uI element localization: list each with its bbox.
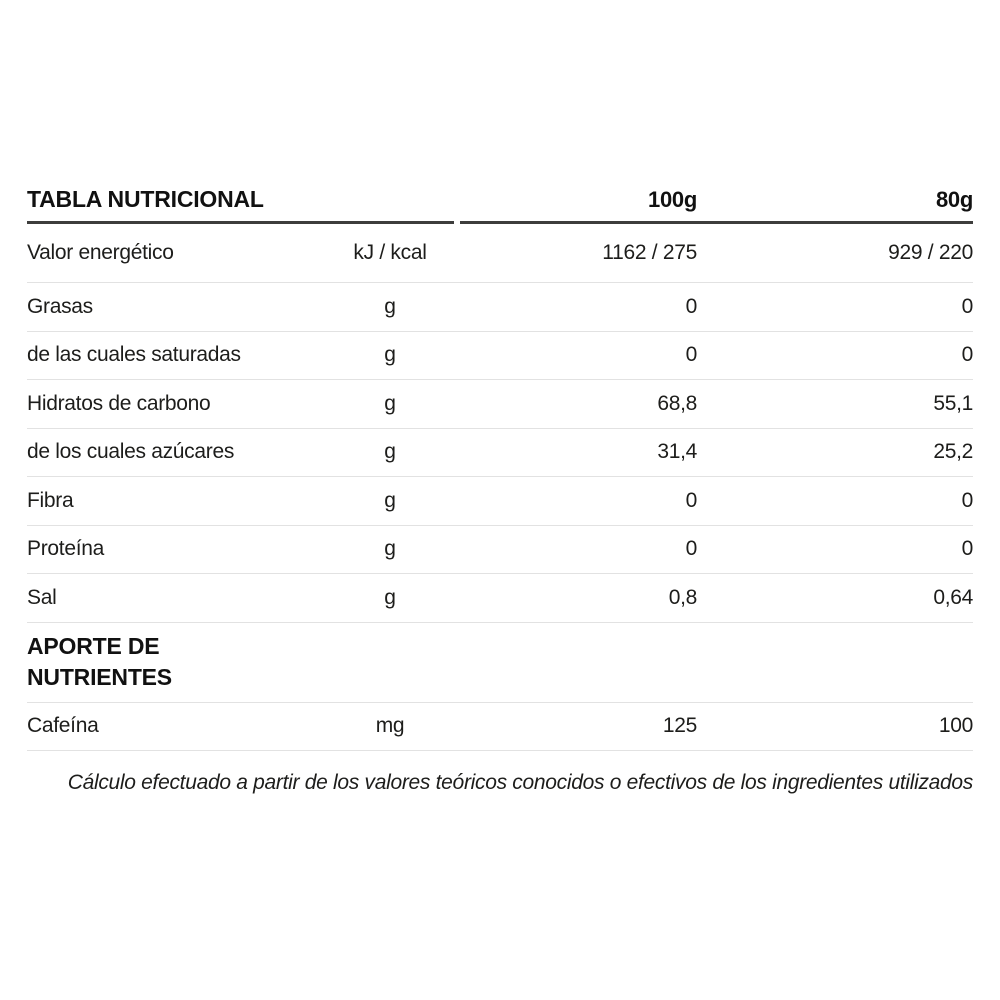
row-label: de los cuales azúcares — [27, 440, 235, 464]
row-label: Valor energético — [27, 241, 174, 264]
table-header-row: TABLA NUTRICIONAL 100g 80g — [27, 186, 973, 221]
row-unit: g — [384, 585, 396, 609]
row-value-100g: 0 — [685, 488, 698, 512]
row-value-100g: 0,8 — [668, 585, 698, 609]
row-unit: g — [384, 294, 396, 318]
row-unit: g — [384, 537, 396, 561]
row-unit: g — [384, 343, 396, 367]
row-unit: g — [384, 440, 396, 464]
row-label: Cafeína — [27, 714, 99, 738]
row-value-80g: 0 — [961, 537, 974, 561]
row-value-100g: 0 — [685, 343, 698, 367]
row-value-100g: 0 — [685, 537, 698, 561]
table-row-saturadas: de las cuales saturadas g 0 0 — [27, 332, 974, 380]
row-value-80g: 0 — [961, 343, 974, 367]
row-value-80g: 929 / 220 — [888, 241, 973, 264]
table-row-fibra: Fibra g 0 0 — [27, 477, 973, 526]
nutrition-table: TABLA NUTRICIONAL 100g 80g Valor energét… — [27, 186, 973, 800]
table-title: TABLA NUTRICIONAL — [27, 186, 264, 212]
row-value-100g: 1162 / 275 — [602, 241, 697, 264]
table-row-sal: Sal g 0,8 0,64 — [27, 574, 973, 623]
row-unit: mg — [375, 714, 405, 738]
row-label: Sal — [27, 585, 57, 609]
row-value-100g: 125 — [662, 714, 697, 738]
table-row-azucares: de los cuales azúcares g 31,4 25,2 — [27, 429, 973, 477]
row-value-80g: 25,2 — [933, 440, 973, 464]
row-value-100g: 68,8 — [657, 391, 697, 415]
row-value-80g: 0 — [961, 488, 974, 512]
row-unit: g — [384, 488, 396, 512]
row-value-100g: 31,4 — [657, 440, 697, 464]
table-row-grasas: Grasas g 0 0 — [27, 283, 973, 332]
row-value-80g: 0 — [961, 294, 974, 318]
row-label: Grasas — [27, 294, 93, 318]
row-label: Hidratos de carbono — [27, 391, 211, 415]
row-label: Fibra — [27, 488, 74, 512]
footnote: Cálculo efectuado a partir de los valore… — [67, 771, 974, 794]
row-value-80g: 0,64 — [933, 585, 973, 609]
section-title: APORTE DE NUTRIENTES — [27, 633, 172, 690]
table-row-proteina: Proteína g 0 0 — [27, 526, 974, 574]
header-divider-right — [460, 221, 973, 224]
row-label: Proteína — [27, 537, 104, 561]
row-unit: g — [384, 391, 396, 415]
column-header-80g: 80g — [935, 187, 973, 212]
row-unit: kJ / kcal — [353, 241, 427, 264]
table-row-cafeina: Cafeína mg 125 100 — [27, 703, 973, 751]
column-header-100g: 100g — [648, 187, 697, 212]
row-value-100g: 0 — [685, 294, 698, 318]
row-value-80g: 100 — [938, 714, 973, 738]
table-row-hidratos: Hidratos de carbono g 68,8 55,1 — [27, 380, 973, 429]
header-divider-left — [27, 221, 454, 224]
section-header-row: APORTE DE NUTRIENTES — [27, 623, 973, 703]
row-label: de las cuales saturadas — [27, 343, 241, 367]
header-divider — [27, 221, 973, 224]
row-value-80g: 55,1 — [933, 391, 973, 415]
table-row-valor-energetico: Valor energético kJ / kcal 1162 / 275 92… — [27, 224, 973, 283]
